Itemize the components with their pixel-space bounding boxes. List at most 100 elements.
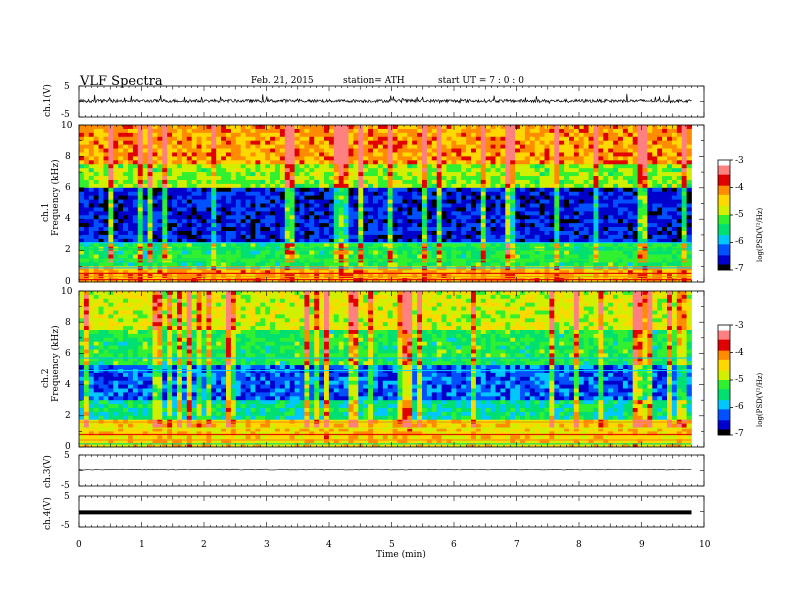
spectrogram-cell xyxy=(569,144,575,149)
spectrogram-cell xyxy=(103,211,109,216)
spectrogram-cell xyxy=(618,238,624,244)
spectrogram-cell xyxy=(627,223,634,228)
spectrogram-cell xyxy=(417,203,423,208)
spectrogram-cell xyxy=(79,250,85,255)
spectrogram-cell xyxy=(377,215,384,220)
spectrogram-cell xyxy=(520,215,526,220)
spectrogram-cell xyxy=(275,179,281,185)
spectrogram-cell xyxy=(461,211,467,216)
spectrogram-cell xyxy=(475,152,482,157)
spectrogram-cell xyxy=(206,207,212,212)
spectrogram-cell xyxy=(412,140,418,145)
spectrogram-cell xyxy=(93,250,99,255)
spectrogram-cell xyxy=(515,152,521,157)
spectrogram-cell xyxy=(250,168,256,173)
spectrogram-cell xyxy=(417,128,423,134)
spectrogram-cell xyxy=(407,238,413,244)
spectrogram-cell xyxy=(162,203,168,208)
spectrogram-cell xyxy=(544,215,550,220)
spectrogram-cell xyxy=(466,262,472,267)
spectrogram-cell xyxy=(529,191,536,196)
spectrogram-cell xyxy=(505,179,511,185)
spectrogram-cell xyxy=(88,172,95,177)
spectrogram-cell xyxy=(490,215,496,220)
spectrogram-cell xyxy=(569,191,575,196)
spectrogram-cell xyxy=(368,203,374,208)
spectrogram-cell xyxy=(520,172,526,177)
spectrogram-cell xyxy=(647,238,653,244)
spectrogram-cell xyxy=(181,136,188,142)
spectrogram-cell xyxy=(118,125,124,130)
spectrogram-cell xyxy=(167,199,173,204)
spectrogram-cell xyxy=(230,132,237,138)
spectrogram-cell xyxy=(397,179,403,185)
spectrogram-cell xyxy=(294,234,300,240)
spectrogram-cell xyxy=(152,172,158,177)
spectrogram-cell xyxy=(676,254,683,259)
spectrogram-cell xyxy=(520,199,526,204)
spectrogram-cell xyxy=(250,148,256,153)
spectrogram-cell xyxy=(152,152,158,157)
spectrogram-cell xyxy=(83,187,90,193)
spectrogram-cell xyxy=(426,207,433,212)
spectrogram-cell xyxy=(358,234,364,240)
spectrogram-cell xyxy=(534,250,540,255)
spectrogram-cell xyxy=(235,125,242,130)
spectrogram-cell xyxy=(304,207,310,212)
spectrogram-cell xyxy=(618,270,624,275)
spectrogram-cell xyxy=(113,211,119,216)
spectrogram-cell xyxy=(128,211,134,216)
spectrogram-cell xyxy=(495,160,501,165)
spectrogram-cell xyxy=(221,195,227,200)
spectrogram-cell xyxy=(294,223,300,228)
spectrogram-cell xyxy=(475,207,482,212)
spectrogram-cell xyxy=(118,140,124,145)
spectrogram-cell xyxy=(426,270,433,275)
spectrogram-cell xyxy=(593,132,599,138)
spectrogram-cell xyxy=(667,183,673,189)
spectrogram-cell xyxy=(441,168,447,173)
spectrogram-cell xyxy=(627,203,634,208)
spectrogram-cell xyxy=(343,230,349,236)
spectrogram-cell xyxy=(284,250,291,255)
spectrogram-cell xyxy=(162,262,168,267)
spectrogram-cell xyxy=(260,242,266,248)
spectrogram-cell xyxy=(417,179,423,185)
spectrogram-cell xyxy=(162,152,168,157)
spectrogram-cell xyxy=(137,230,144,236)
spectrogram-cell xyxy=(132,223,139,228)
spectrogram-cell xyxy=(392,262,398,267)
spectrogram-cell xyxy=(676,238,683,244)
spectrogram-cell xyxy=(255,262,261,267)
spectrogram-cell xyxy=(632,144,638,149)
spectrogram-cell xyxy=(167,187,173,193)
spectrogram-cell xyxy=(671,136,678,142)
spectrogram-cell xyxy=(221,207,227,212)
spectrogram-cell xyxy=(622,230,629,236)
spectrogram-cell xyxy=(490,179,496,185)
spectrogram-cell xyxy=(152,125,158,130)
spectrogram-cell xyxy=(230,140,237,145)
spectrogram-cell xyxy=(475,128,482,134)
spectrogram-cell xyxy=(539,179,545,185)
spectrogram-cell xyxy=(569,203,575,208)
spectrogram-cell xyxy=(162,227,168,232)
spectrogram-cell xyxy=(681,125,687,130)
spectrogram-cell xyxy=(240,262,246,267)
spectrogram-cell xyxy=(539,199,545,204)
spectrogram-cell xyxy=(338,199,344,204)
spectrogram-cell xyxy=(485,195,491,200)
spectrogram-cell xyxy=(647,215,653,220)
spectrogram-cell xyxy=(348,179,354,185)
spectrogram-cell xyxy=(446,223,452,228)
spectrogram-cell xyxy=(333,242,340,248)
spectrogram-cell xyxy=(157,191,163,196)
spectrogram-cell xyxy=(397,140,403,145)
spectrogram-cell xyxy=(559,242,565,248)
spectrogram-cell xyxy=(622,148,629,153)
spectrogram-cell xyxy=(426,242,433,248)
spectrogram-cell xyxy=(524,238,531,244)
spectrogram-cell xyxy=(265,219,271,224)
spectrogram-cell xyxy=(226,132,232,138)
spectrogram-cell xyxy=(539,191,545,196)
